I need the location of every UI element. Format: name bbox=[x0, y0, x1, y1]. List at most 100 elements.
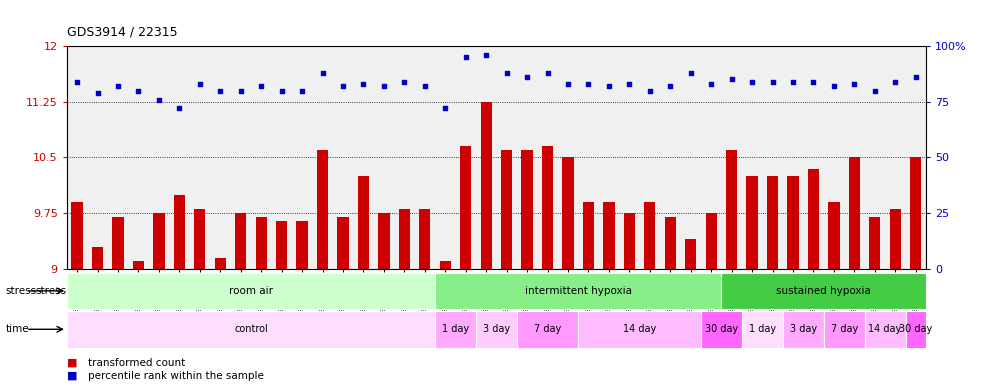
Bar bbox=[604, 202, 614, 269]
Text: 14 day: 14 day bbox=[868, 324, 901, 334]
Text: ■: ■ bbox=[67, 358, 78, 368]
Point bbox=[69, 79, 85, 85]
Text: 3 day: 3 day bbox=[789, 324, 817, 334]
Bar bbox=[256, 217, 266, 269]
Bar bbox=[767, 176, 779, 269]
Text: 30 day: 30 day bbox=[899, 324, 933, 334]
Point bbox=[519, 74, 535, 80]
Text: 1 day: 1 day bbox=[442, 324, 469, 334]
Bar bbox=[435, 273, 722, 309]
Text: ■: ■ bbox=[67, 371, 78, 381]
Bar bbox=[665, 217, 676, 269]
Point bbox=[498, 70, 514, 76]
Bar bbox=[644, 202, 656, 269]
Text: stress: stress bbox=[6, 286, 37, 296]
Text: transformed count: transformed count bbox=[88, 358, 186, 368]
Point bbox=[417, 83, 433, 89]
Bar bbox=[174, 195, 185, 269]
Point bbox=[663, 83, 678, 89]
Text: 14 day: 14 day bbox=[623, 324, 657, 334]
Point bbox=[908, 74, 924, 80]
Bar bbox=[91, 247, 103, 269]
Bar bbox=[910, 157, 921, 269]
Point bbox=[785, 79, 801, 85]
Text: time: time bbox=[6, 324, 29, 334]
Bar bbox=[112, 217, 124, 269]
Point bbox=[171, 105, 187, 111]
Bar bbox=[890, 209, 901, 269]
Text: 1 day: 1 day bbox=[749, 324, 776, 334]
Bar bbox=[865, 311, 905, 348]
Point bbox=[846, 81, 862, 87]
Point bbox=[89, 90, 105, 96]
Bar bbox=[317, 150, 328, 269]
Point bbox=[437, 105, 453, 111]
Point bbox=[315, 70, 330, 76]
Bar bbox=[701, 311, 742, 348]
Point bbox=[744, 79, 760, 85]
Point bbox=[212, 88, 228, 94]
Bar bbox=[624, 213, 635, 269]
Point bbox=[110, 83, 126, 89]
Bar bbox=[481, 102, 492, 269]
Bar bbox=[742, 311, 782, 348]
Bar bbox=[787, 176, 798, 269]
Text: percentile rank within the sample: percentile rank within the sample bbox=[88, 371, 264, 381]
Point bbox=[540, 70, 555, 76]
Bar bbox=[435, 311, 476, 348]
Text: intermittent hypoxia: intermittent hypoxia bbox=[525, 286, 632, 296]
Bar bbox=[195, 209, 205, 269]
Point bbox=[581, 81, 597, 87]
Bar bbox=[67, 273, 435, 309]
Bar bbox=[214, 258, 226, 269]
Bar bbox=[782, 311, 824, 348]
Bar bbox=[808, 169, 819, 269]
Bar bbox=[824, 311, 865, 348]
Point bbox=[233, 88, 249, 94]
Bar bbox=[67, 311, 435, 348]
Point bbox=[826, 83, 841, 89]
Bar bbox=[848, 157, 860, 269]
Point bbox=[294, 88, 310, 94]
Point bbox=[888, 79, 903, 85]
Bar bbox=[685, 239, 696, 269]
Text: 7 day: 7 day bbox=[831, 324, 858, 334]
Text: room air: room air bbox=[229, 286, 273, 296]
Bar bbox=[235, 213, 247, 269]
Bar bbox=[706, 213, 717, 269]
Point bbox=[621, 81, 637, 87]
Bar bbox=[399, 209, 410, 269]
Point bbox=[335, 83, 351, 89]
Bar bbox=[722, 273, 926, 309]
Text: sustained hypoxia: sustained hypoxia bbox=[777, 286, 871, 296]
Bar bbox=[562, 157, 574, 269]
Point bbox=[601, 83, 616, 89]
Bar bbox=[726, 150, 737, 269]
Point bbox=[356, 81, 372, 87]
Bar bbox=[542, 146, 553, 269]
Text: control: control bbox=[234, 324, 267, 334]
Point bbox=[192, 81, 207, 87]
Point bbox=[396, 79, 412, 85]
Bar bbox=[578, 311, 701, 348]
Bar bbox=[517, 311, 578, 348]
Bar bbox=[869, 217, 881, 269]
Bar bbox=[419, 209, 431, 269]
Bar bbox=[583, 202, 594, 269]
Point bbox=[560, 81, 576, 87]
Point bbox=[479, 52, 494, 58]
Bar bbox=[276, 220, 287, 269]
Point bbox=[254, 83, 269, 89]
Point bbox=[131, 88, 146, 94]
Bar bbox=[829, 202, 839, 269]
Bar bbox=[476, 311, 517, 348]
Bar bbox=[460, 146, 472, 269]
Bar bbox=[133, 262, 145, 269]
Point bbox=[723, 76, 739, 83]
Bar bbox=[297, 220, 308, 269]
Point bbox=[765, 79, 781, 85]
Text: 7 day: 7 day bbox=[534, 324, 561, 334]
Text: 30 day: 30 day bbox=[705, 324, 738, 334]
Bar bbox=[746, 176, 758, 269]
Point bbox=[704, 81, 720, 87]
